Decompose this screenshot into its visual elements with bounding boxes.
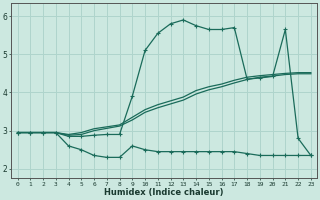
- X-axis label: Humidex (Indice chaleur): Humidex (Indice chaleur): [104, 188, 224, 197]
